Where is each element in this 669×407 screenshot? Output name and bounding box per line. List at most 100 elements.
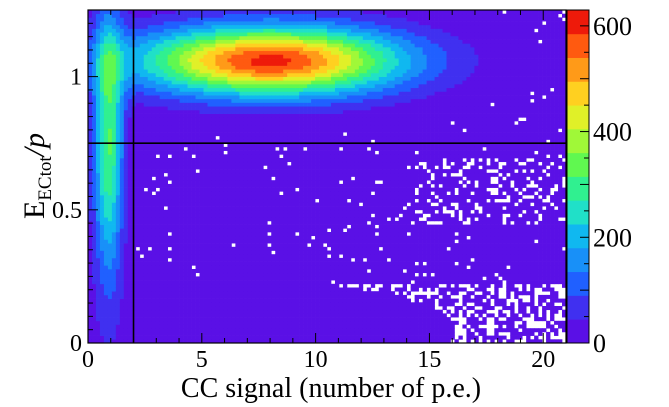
heatmap-cell xyxy=(115,265,121,270)
heatmap-cell xyxy=(287,95,292,100)
heatmap-cell xyxy=(191,191,196,196)
heatmap-cell xyxy=(203,328,208,333)
heatmap-cell xyxy=(263,113,268,118)
heatmap-cell xyxy=(199,135,204,140)
heatmap-cell xyxy=(291,158,296,163)
heatmap-cell xyxy=(175,61,180,66)
heatmap-cell xyxy=(107,328,113,333)
heatmap-cell xyxy=(255,43,260,48)
heatmap-cell xyxy=(235,117,240,122)
heatmap-cell xyxy=(159,35,165,40)
heatmap-cell xyxy=(291,280,296,285)
heatmap-cell xyxy=(231,261,236,266)
heatmap-cell xyxy=(259,80,264,85)
heatmap-cell xyxy=(255,302,260,307)
heatmap-cell xyxy=(135,69,141,74)
heatmap-cell xyxy=(127,254,133,259)
heatmap-cell xyxy=(175,261,180,266)
heatmap-cell xyxy=(103,243,109,248)
heatmap-cell xyxy=(283,220,288,225)
heatmap-cell xyxy=(139,21,145,26)
heatmap-cell xyxy=(191,320,196,325)
heatmap-cell xyxy=(123,306,129,311)
heatmap-cell xyxy=(95,24,101,29)
heatmap-cell xyxy=(299,317,304,322)
heatmap-cell xyxy=(247,128,252,133)
heatmap-cell xyxy=(139,261,145,266)
heatmap-cell xyxy=(207,13,212,18)
heatmap-cell xyxy=(123,150,129,155)
heatmap-cell xyxy=(227,224,232,229)
heatmap-cell xyxy=(135,291,141,296)
heatmap-cell xyxy=(187,124,192,129)
heatmap-cell xyxy=(151,187,157,192)
heatmap-cell xyxy=(267,124,272,129)
heatmap-cell xyxy=(299,291,304,296)
heatmap-cell xyxy=(155,206,161,211)
heatmap-cell xyxy=(103,69,109,74)
heatmap-cell xyxy=(219,87,224,92)
heatmap-cell xyxy=(267,269,272,274)
heatmap-cell xyxy=(151,272,157,277)
heatmap-cell xyxy=(243,250,248,255)
heatmap-cell xyxy=(299,106,304,111)
heatmap-cell xyxy=(235,17,240,22)
heatmap-cell xyxy=(303,209,308,214)
heatmap-cell xyxy=(267,32,272,37)
heatmap-cell xyxy=(211,13,216,18)
heatmap-cell xyxy=(159,10,165,15)
heatmap-cell xyxy=(271,139,276,144)
heatmap-cell xyxy=(259,243,264,248)
heatmap-cell xyxy=(215,132,220,137)
heatmap-cell xyxy=(191,143,196,148)
heatmap-cell xyxy=(159,320,165,325)
heatmap-cell xyxy=(111,80,117,85)
heatmap-cell xyxy=(139,235,145,240)
heatmap-cell xyxy=(247,254,252,259)
heatmap-cell xyxy=(99,13,105,18)
heatmap-cell xyxy=(127,246,133,251)
heatmap-cell xyxy=(195,135,200,140)
heatmap-cell xyxy=(103,220,109,225)
heatmap-cell xyxy=(303,302,308,307)
heatmap-cell xyxy=(307,50,312,55)
heatmap-cell xyxy=(183,54,188,59)
heatmap-cell xyxy=(215,228,220,233)
heatmap-cell xyxy=(179,50,184,55)
heatmap-cell xyxy=(303,39,308,44)
heatmap-cell xyxy=(183,335,188,340)
heatmap-cell xyxy=(231,235,236,240)
heatmap-cell xyxy=(279,91,284,96)
heatmap-cell xyxy=(171,169,176,174)
heatmap-cell xyxy=(251,313,256,318)
heatmap-cell xyxy=(215,243,220,248)
heatmap-cell xyxy=(91,209,97,214)
heatmap-cell xyxy=(175,47,180,52)
heatmap-cell xyxy=(135,257,141,262)
heatmap-cell xyxy=(219,121,224,126)
heatmap-cell xyxy=(171,43,176,48)
heatmap-cell xyxy=(147,324,153,329)
heatmap-cell xyxy=(303,172,308,177)
heatmap-cell xyxy=(267,235,272,240)
heatmap-cell xyxy=(283,58,288,63)
heatmap-cell xyxy=(307,228,312,233)
heatmap-cell xyxy=(235,109,240,114)
heatmap-cell xyxy=(231,143,236,148)
heatmap-cell xyxy=(123,158,129,163)
heatmap-cell xyxy=(251,102,256,107)
heatmap-cell xyxy=(91,250,97,255)
heatmap-cell xyxy=(147,13,153,18)
heatmap-cell xyxy=(271,187,276,192)
heatmap-cell xyxy=(231,72,236,77)
heatmap-cell xyxy=(171,135,176,140)
heatmap-cell xyxy=(167,102,172,107)
heatmap-cell xyxy=(279,213,284,218)
heatmap-cell xyxy=(271,224,276,229)
heatmap-cell xyxy=(243,106,248,111)
heatmap-cell xyxy=(187,161,192,166)
heatmap-cell xyxy=(299,202,304,207)
heatmap-cell xyxy=(119,276,125,281)
heatmap-cell xyxy=(115,150,121,155)
heatmap-cell xyxy=(231,291,236,296)
